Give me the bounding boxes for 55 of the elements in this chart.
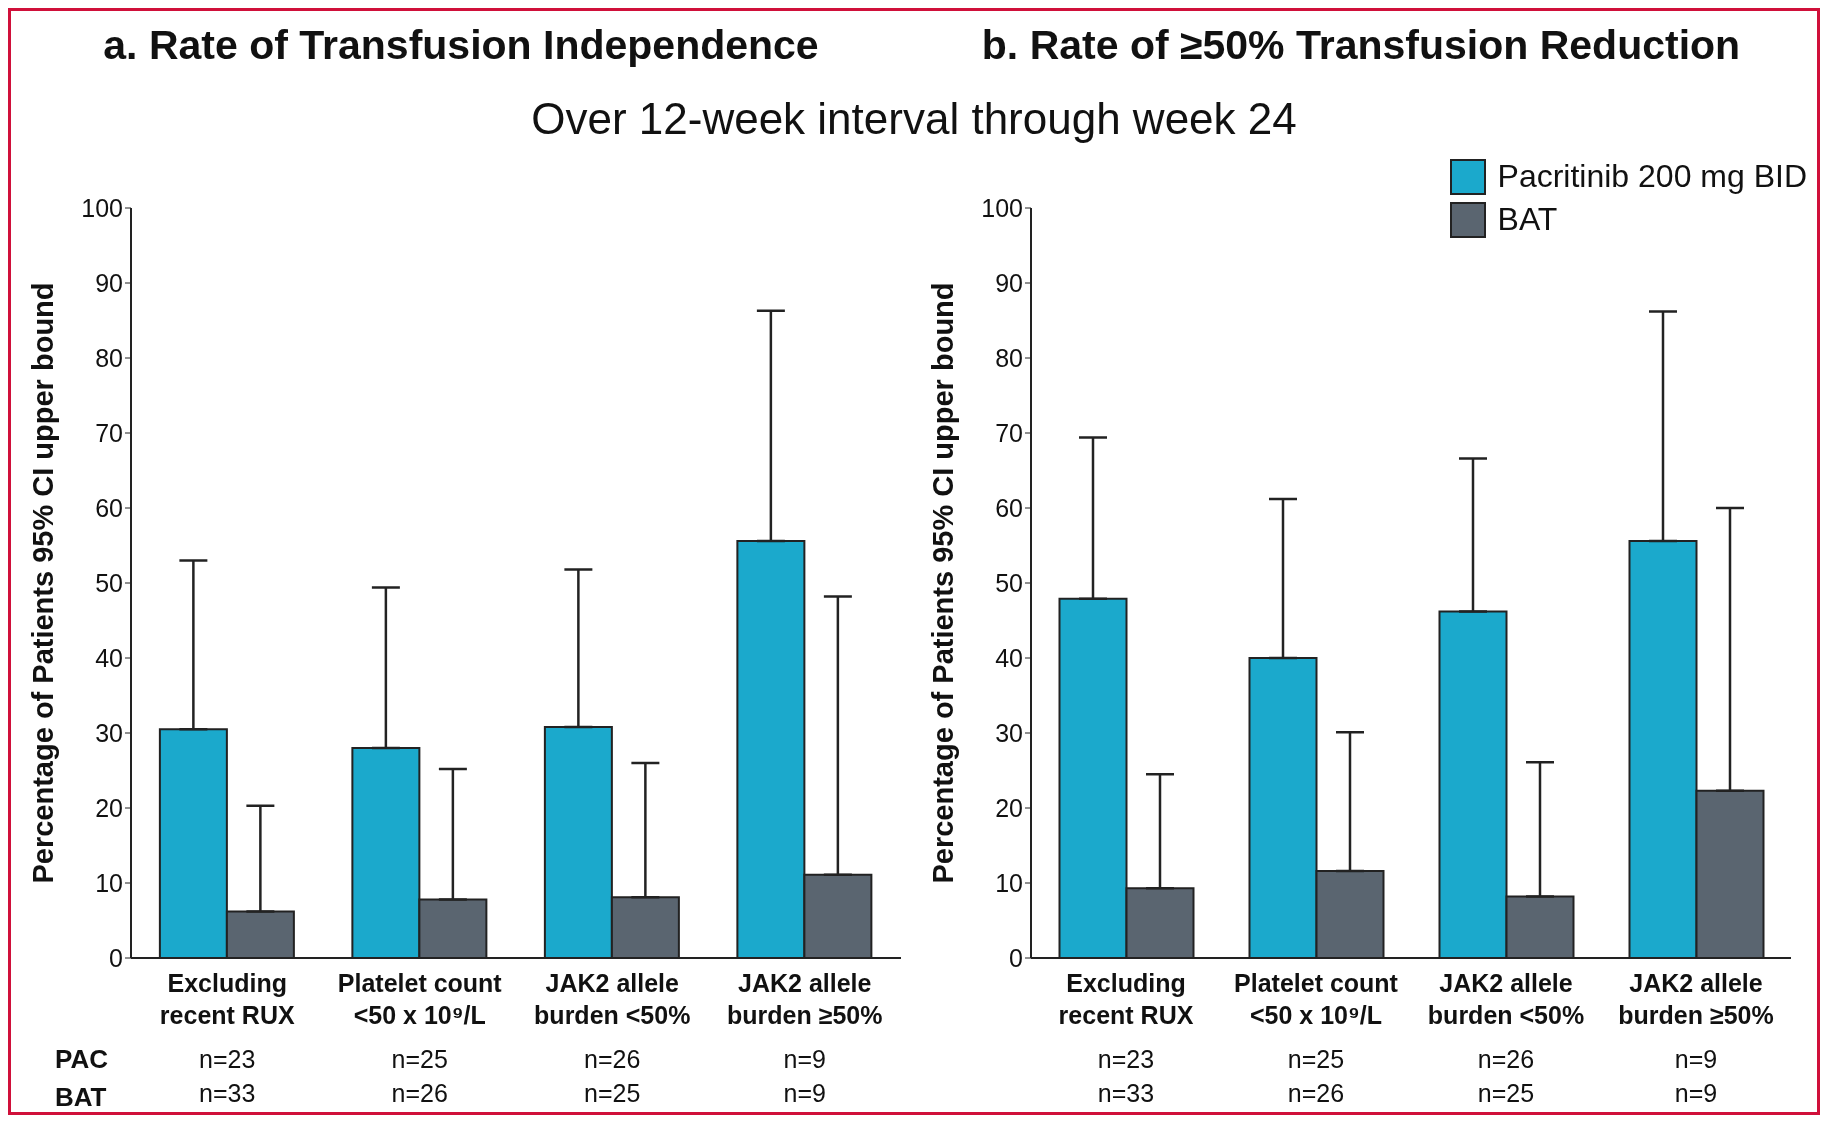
y-tick-label: 0 xyxy=(109,943,123,972)
text: n=33 xyxy=(199,1079,256,1107)
text: n=33 xyxy=(1097,1079,1155,1107)
chart-title: a. Rate of Transfusion Independence xyxy=(102,22,820,69)
y-tick-label: 70 xyxy=(95,418,123,447)
y-tick-label: 100 xyxy=(81,193,123,222)
text: n=9 xyxy=(1674,1045,1718,1073)
y-tick-label: 60 xyxy=(95,493,123,522)
y-tick-label: 0 xyxy=(1009,943,1023,972)
x-tick-label: Excluding recent RUX xyxy=(159,969,295,1029)
text: n=26 xyxy=(391,1079,448,1107)
text: n=26 xyxy=(584,1045,641,1073)
y-tick-label: 100 xyxy=(981,193,1023,222)
y-axis-title: Percentage of Patients 95% CI upper bound xyxy=(27,282,60,884)
y-tick-label: 30 xyxy=(95,718,123,747)
x-tick-label: JAK2 allele burden ≥50% xyxy=(1618,969,1774,1029)
text: n=23 xyxy=(1097,1045,1155,1073)
text: n=9 xyxy=(783,1045,826,1073)
chart-subtitle: Over 12-week interval through week 24 xyxy=(531,94,1297,143)
text: n=26 xyxy=(1477,1045,1535,1073)
text: BAT xyxy=(55,1082,107,1113)
y-tick-label: 40 xyxy=(95,643,123,672)
y-tick-label: 70 xyxy=(995,418,1023,447)
legend-label: Pacritinib 200 mg BID xyxy=(1497,158,1807,195)
text: n=25 xyxy=(584,1079,641,1107)
x-tick-label: JAK2 allele burden ≥50% xyxy=(727,969,883,1029)
text: n=9 xyxy=(783,1079,826,1107)
text: n=25 xyxy=(1287,1045,1345,1073)
y-tick-label: 50 xyxy=(995,568,1023,597)
legend-label: BAT xyxy=(1497,201,1558,238)
x-tick-label: JAK2 allele burden <50% xyxy=(1427,969,1585,1029)
text: n=23 xyxy=(199,1045,256,1073)
x-tick-label: Platelet count <50 x 10⁹/L xyxy=(337,969,503,1029)
chart-title: b. Rate of ≥50% Transfusion Reduction xyxy=(980,22,1742,69)
text: n=9 xyxy=(1674,1079,1718,1107)
y-tick-label: 90 xyxy=(995,268,1023,297)
y-tick-label: 20 xyxy=(95,793,123,822)
text: n=25 xyxy=(1477,1079,1535,1107)
x-tick-label: Platelet count <50 x 10⁹/L xyxy=(1234,969,1399,1029)
y-tick-label: 10 xyxy=(995,868,1023,897)
y-axis-title: Percentage of Patients 95% CI upper bound xyxy=(927,282,960,884)
text: n=25 xyxy=(391,1045,448,1073)
y-tick-label: 80 xyxy=(95,343,123,372)
x-tick-label: JAK2 allele burden <50% xyxy=(534,969,691,1029)
y-tick-label: 50 xyxy=(95,568,123,597)
x-tick-label: Excluding recent RUX xyxy=(1058,969,1194,1029)
y-tick-label: 10 xyxy=(95,868,123,897)
y-tick-label: 60 xyxy=(995,493,1023,522)
y-tick-label: 40 xyxy=(995,643,1023,672)
y-tick-label: 20 xyxy=(995,793,1023,822)
text: n=26 xyxy=(1287,1079,1345,1107)
y-tick-label: 30 xyxy=(995,718,1023,747)
y-tick-label: 80 xyxy=(995,343,1023,372)
text: PAC xyxy=(55,1044,108,1075)
y-tick-label: 90 xyxy=(95,268,123,297)
